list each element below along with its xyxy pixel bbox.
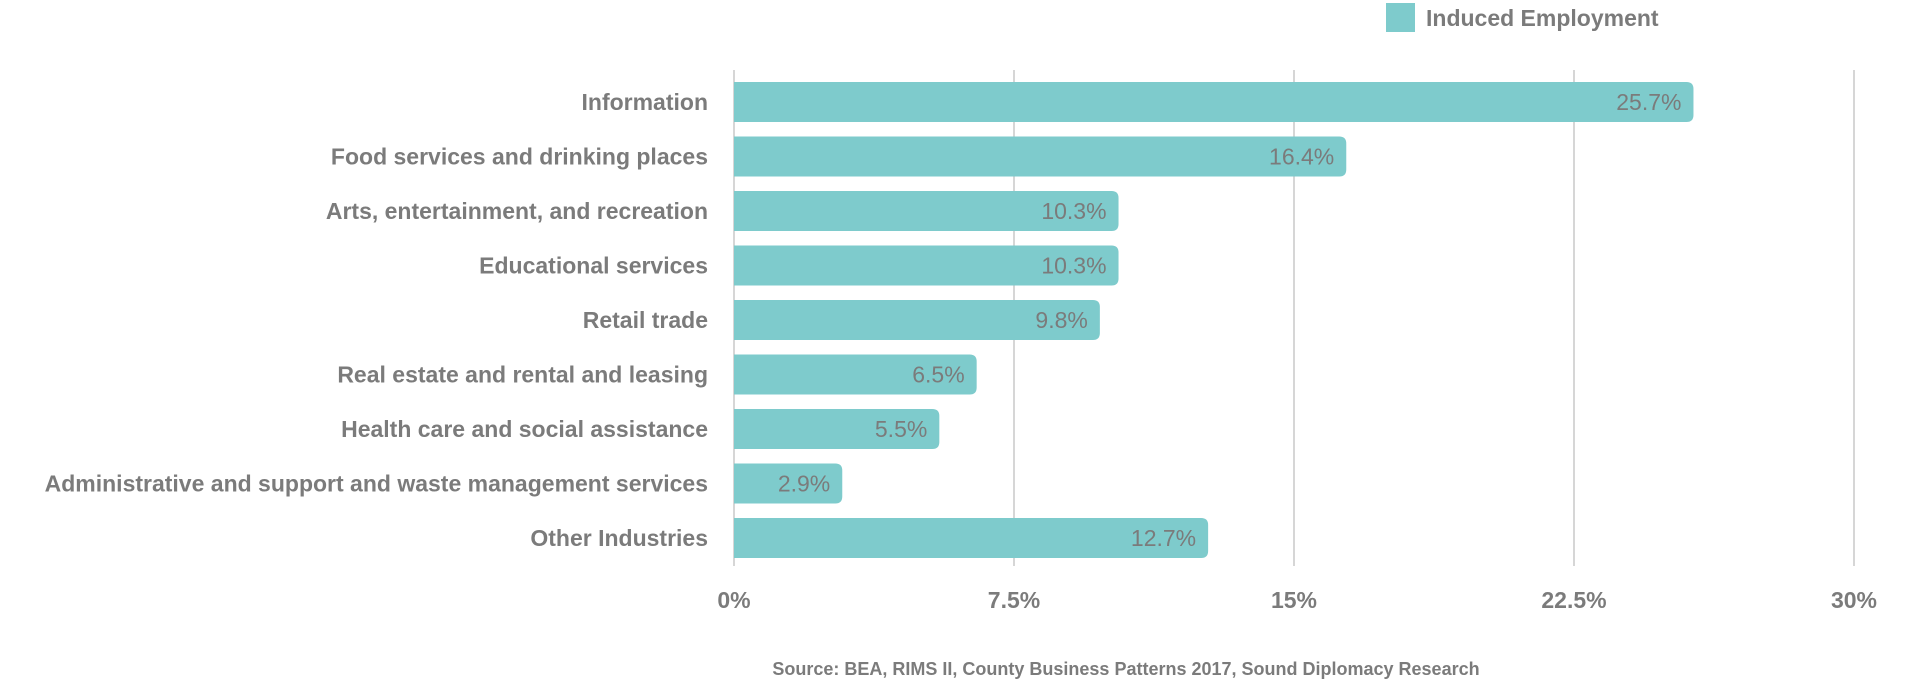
- bar: [734, 409, 940, 449]
- value-label: 9.8%: [1035, 307, 1087, 333]
- bar: [734, 300, 1100, 340]
- x-tick-labels: 0% 7.5% 15% 22.5% 30%: [717, 587, 1877, 613]
- value-label: 10.3%: [1041, 198, 1106, 224]
- bar: [734, 245, 1119, 286]
- value-label: 5.5%: [875, 416, 927, 442]
- source-note: Source: BEA, RIMS II, County Business Pa…: [772, 659, 1479, 679]
- bar: [734, 82, 1694, 122]
- x-tick-label: 15%: [1271, 587, 1317, 613]
- x-tick-label: 7.5%: [988, 587, 1040, 613]
- value-label: 6.5%: [912, 362, 964, 388]
- legend: Induced Employment: [1386, 3, 1659, 32]
- x-tick-label: 0%: [717, 587, 750, 613]
- x-tick-label: 30%: [1831, 587, 1877, 613]
- category-label: Real estate and rental and leasing: [337, 362, 708, 388]
- bar: [734, 191, 1119, 231]
- value-label: 12.7%: [1131, 525, 1196, 551]
- value-label: 10.3%: [1041, 253, 1106, 279]
- value-label: 25.7%: [1616, 89, 1681, 115]
- bar: [734, 463, 843, 504]
- category-label: Health care and social assistance: [341, 416, 708, 442]
- category-label: Arts, entertainment, and recreation: [326, 198, 708, 224]
- bars: [734, 82, 1694, 558]
- value-labels: 25.7% 16.4% 10.3% 10.3% 9.8% 6.5% 5.5% 2.9% 12.7…: [778, 89, 1682, 551]
- bar: [734, 518, 1209, 558]
- legend-swatch: [1386, 3, 1415, 32]
- category-label: Information: [582, 89, 709, 115]
- bar: [734, 354, 977, 395]
- category-label: Retail trade: [583, 307, 708, 333]
- value-label: 2.9%: [778, 471, 830, 497]
- x-tick-label: 22.5%: [1541, 587, 1606, 613]
- category-label: Administrative and support and waste man…: [45, 471, 708, 497]
- category-label: Other Industries: [530, 525, 708, 551]
- bar: [734, 136, 1347, 177]
- legend-label: Induced Employment: [1426, 5, 1659, 31]
- category-label: Food services and drinking places: [331, 144, 708, 170]
- category-label: Educational services: [479, 253, 708, 279]
- value-label: 16.4%: [1269, 144, 1334, 170]
- category-labels: Information Food services and drinking pl…: [45, 89, 708, 551]
